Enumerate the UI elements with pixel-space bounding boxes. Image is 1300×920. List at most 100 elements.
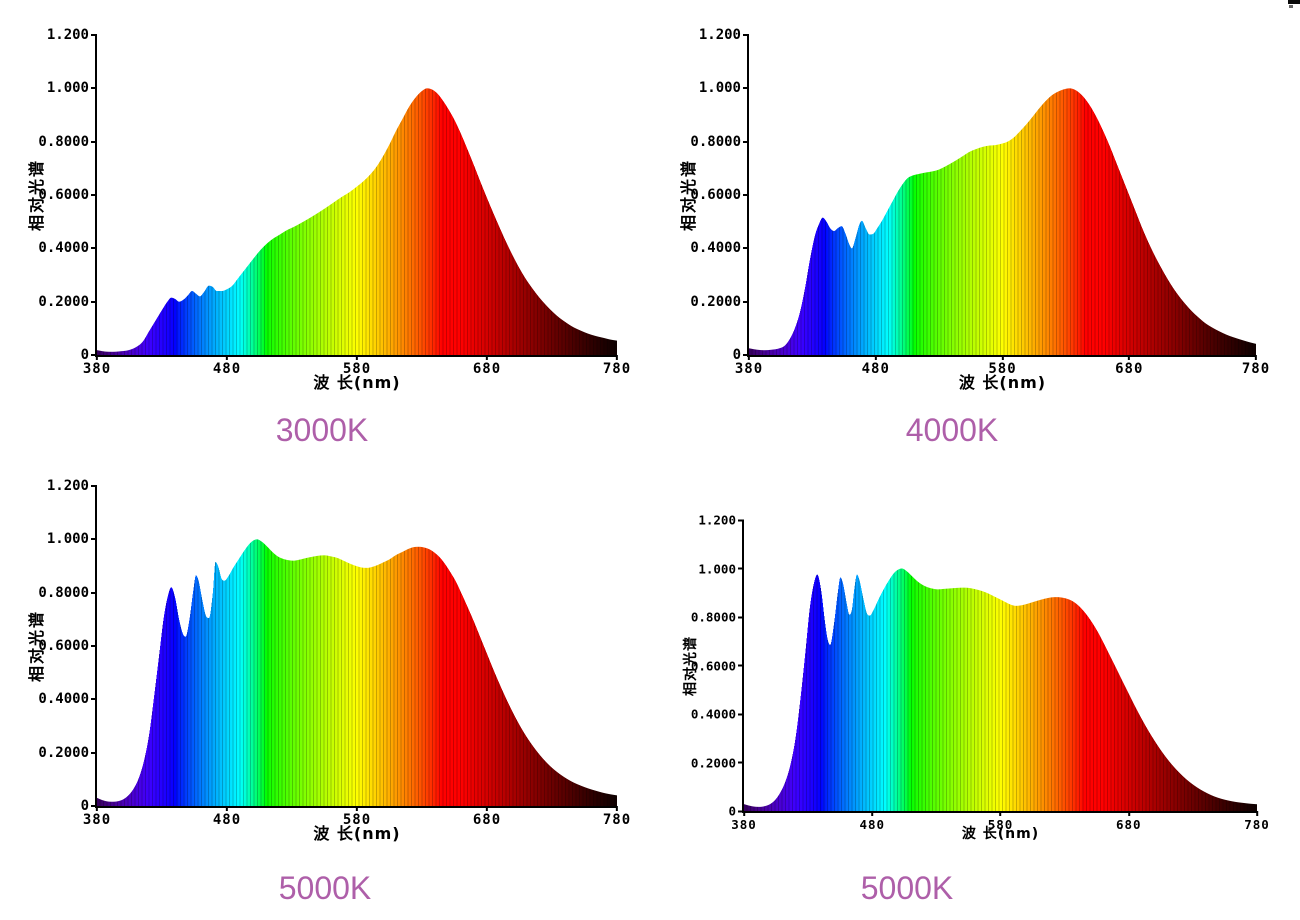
y-tick: 1.000: [698, 561, 744, 576]
y-tick-mark: [743, 87, 749, 90]
x-tick: 380: [735, 355, 763, 377]
y-tick-mark: [743, 247, 749, 250]
x-tick: 680: [1115, 355, 1143, 377]
x-tick-label: 680: [472, 812, 502, 828]
x-tick-label: 580: [342, 812, 372, 828]
y-tick: 0.6000: [690, 187, 749, 203]
x-tick: 580: [343, 355, 371, 377]
x-tick-mark: [95, 355, 98, 360]
y-tick: 0.2000: [38, 745, 97, 761]
x-tick-mark: [742, 811, 745, 816]
x-axis-title: 波 长(nm): [313, 373, 401, 392]
y-tick: 0.6000: [38, 187, 97, 203]
y-tick: 1.000: [47, 80, 97, 96]
y-tick-label: 0: [80, 798, 89, 814]
y-tick-mark: [743, 300, 749, 303]
x-tick-label: 680: [1115, 361, 1144, 377]
y-tick-mark: [91, 591, 97, 594]
y-tick: 1.000: [47, 531, 97, 547]
y-tick-mark: [743, 34, 749, 36]
temp-label-3000k: 3000K: [275, 412, 369, 448]
x-tick: 480: [862, 355, 890, 377]
x-tick-mark: [355, 355, 358, 360]
spectrum-chart-5000k-right: 相对光谱 波 长(nm) 1.200 1.000 0.8000 0.6000 0.400…: [683, 513, 1269, 843]
temp-label-5000k-left: 5000K: [278, 870, 372, 906]
y-tick-label: 0.2000: [690, 293, 741, 310]
spectrum-chart-4000k: 相对光谱 波 长(nm) 1.200 1.000 0.8000 0.6000 0.400…: [679, 27, 1269, 392]
x-tick: 680: [473, 806, 501, 828]
y-tick: 0: [733, 347, 749, 363]
y-tick-mark: [91, 485, 97, 487]
y-tick-label: 1.200: [46, 27, 89, 43]
x-tick: 380: [83, 355, 111, 377]
x-tick-label: 480: [212, 812, 242, 828]
spectrum-area-canvas: [744, 520, 1257, 811]
x-tick-mark: [485, 355, 488, 360]
x-tick-mark: [747, 355, 750, 360]
x-tick-mark: [95, 806, 98, 811]
x-tick-label: 780: [602, 812, 632, 828]
y-tick-mark: [91, 698, 97, 701]
x-tick-mark: [874, 355, 877, 360]
spectrum-chart-3000k: 相对光谱 波 长(nm) 1.200 1.000 0.8000 0.6000 0.400…: [27, 27, 630, 392]
y-tick-label: 1.000: [46, 80, 89, 97]
spectrum-area-canvas: [97, 35, 617, 355]
x-tick-label: 780: [602, 361, 632, 377]
y-tick: 1.200: [47, 478, 97, 494]
x-tick-mark: [1254, 355, 1257, 360]
y-tick: 0.6000: [38, 638, 97, 654]
x-tick-label: 780: [1244, 817, 1270, 832]
x-tick-mark: [999, 811, 1002, 816]
x-tick-label: 480: [859, 817, 886, 832]
y-tick: 1.200: [698, 513, 744, 528]
x-tick-label: 580: [342, 361, 372, 377]
y-tick-label: 1.000: [698, 561, 736, 576]
y-tick: 0: [81, 347, 97, 363]
y-tick-label: 0: [732, 347, 741, 363]
y-tick-mark: [738, 567, 744, 570]
y-tick: 1.000: [699, 80, 749, 96]
y-tick-label: 0.2000: [38, 744, 89, 761]
corner-artifact: [1284, 0, 1300, 10]
y-tick-mark: [738, 810, 744, 812]
temp-label-4000k: 4000K: [905, 412, 999, 448]
x-tick-label: 680: [1115, 817, 1142, 832]
y-tick: 0: [728, 804, 744, 819]
x-tick-label: 580: [987, 817, 1014, 832]
x-tick-label: 380: [734, 361, 764, 377]
y-tick-mark: [91, 247, 97, 250]
x-tick-mark: [615, 355, 618, 360]
y-tick: 0.8000: [38, 585, 97, 601]
y-tick: 0.2000: [38, 294, 97, 310]
y-tick-label: 0.4000: [38, 240, 89, 257]
y-tick-label: 0.8000: [690, 609, 736, 625]
y-tick: 0.4000: [38, 240, 97, 256]
x-tick-mark: [485, 806, 488, 811]
x-tick: 380: [731, 811, 757, 832]
x-tick: 780: [1242, 355, 1270, 377]
y-tick: 0.8000: [690, 134, 749, 150]
x-tick: 580: [343, 806, 371, 828]
y-tick-mark: [91, 645, 97, 647]
y-tick-label: 0.6000: [38, 187, 89, 203]
x-tick: 780: [603, 806, 631, 828]
y-tick-label: 0.8000: [38, 133, 89, 150]
y-tick: 0.6000: [691, 658, 744, 673]
y-tick-label: 0.4000: [690, 240, 741, 257]
x-tick-label: 380: [82, 361, 112, 377]
y-tick-mark: [91, 354, 97, 356]
y-tick-mark: [91, 538, 97, 541]
x-tick-label: 780: [1241, 361, 1271, 377]
y-tick-label: 0.8000: [690, 133, 741, 150]
y-tick-label: 1.000: [46, 531, 89, 548]
x-axis-title: 波 长(nm): [958, 373, 1047, 392]
y-tick-label: 1.200: [698, 512, 736, 528]
x-tick: 780: [1244, 811, 1270, 832]
x-tick-label: 480: [212, 361, 242, 377]
x-tick-label: 580: [988, 361, 1017, 377]
y-tick-label: 0.4000: [38, 691, 89, 708]
x-tick-mark: [1001, 355, 1004, 360]
y-tick: 0.4000: [690, 240, 749, 256]
spectrum-chart-5000k-left: 相对光谱 波 长(nm) 1.200 1.000 0.8000 0.6000 0.400…: [27, 478, 630, 843]
